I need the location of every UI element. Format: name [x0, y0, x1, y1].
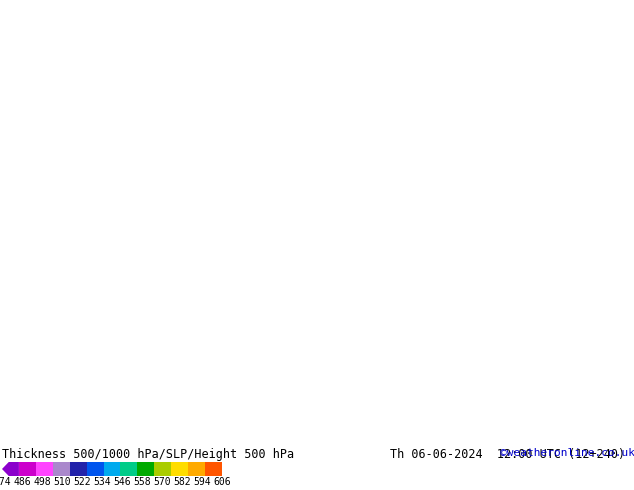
- Text: 582: 582: [173, 477, 191, 487]
- Bar: [171, 462, 188, 476]
- Text: 486: 486: [13, 477, 31, 487]
- Bar: [53, 462, 70, 476]
- Text: Thickness 500/1000 hPa/SLP/Height 500 hPa: Thickness 500/1000 hPa/SLP/Height 500 hP…: [2, 448, 294, 461]
- Text: 546: 546: [113, 477, 131, 487]
- Text: 570: 570: [153, 477, 171, 487]
- Bar: [120, 462, 138, 476]
- Text: 510: 510: [53, 477, 71, 487]
- Text: 594: 594: [193, 477, 211, 487]
- Text: Th 06-06-2024  12:00 UTC (12+240): Th 06-06-2024 12:00 UTC (12+240): [390, 448, 625, 461]
- Text: 606: 606: [213, 477, 231, 487]
- Bar: [103, 462, 120, 476]
- Bar: [154, 462, 171, 476]
- Bar: [70, 462, 87, 476]
- Bar: [138, 462, 154, 476]
- Bar: [19, 462, 36, 476]
- Text: ©weatheronline.co.uk: ©weatheronline.co.uk: [500, 448, 634, 458]
- Bar: [87, 462, 103, 476]
- Text: 474: 474: [0, 477, 11, 487]
- Text: 558: 558: [133, 477, 151, 487]
- Bar: [188, 462, 205, 476]
- Bar: [36, 462, 53, 476]
- Text: 522: 522: [73, 477, 91, 487]
- Text: 498: 498: [33, 477, 51, 487]
- Bar: [205, 462, 222, 476]
- Text: 534: 534: [93, 477, 111, 487]
- Polygon shape: [2, 462, 19, 476]
